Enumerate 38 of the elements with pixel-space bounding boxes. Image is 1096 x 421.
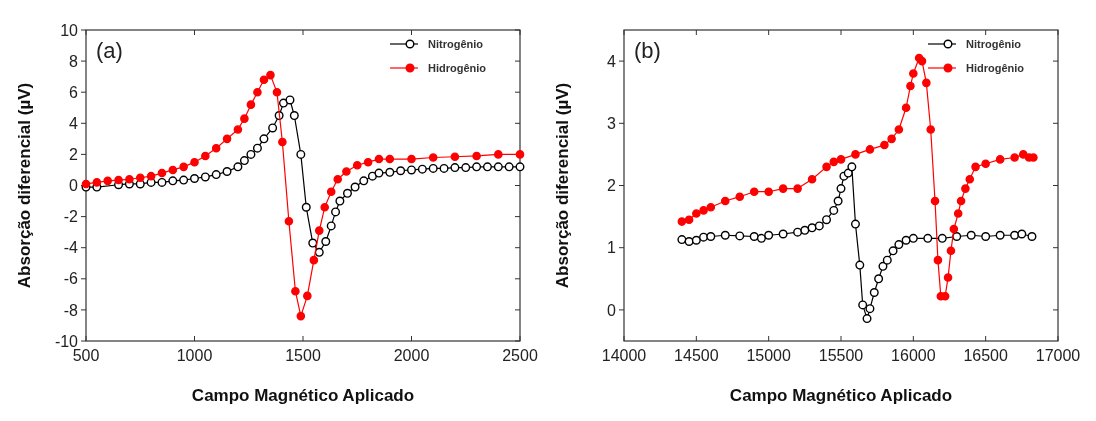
annotation: (b) [634, 38, 661, 63]
x-axis-title: Campo Magnético Aplicado [729, 386, 953, 405]
x-tick-label: 2000 [393, 347, 430, 364]
x-tick-label: 16000 [891, 347, 936, 364]
y-tick-label: 6 [69, 83, 79, 101]
y-tick-label: -4 [63, 239, 79, 257]
legend-label: Hidrogênio [428, 61, 487, 74]
x-tick-label: 15000 [746, 347, 792, 364]
y-axis-title: Absorção diferencial (µV) [15, 82, 34, 289]
y-tick-label: -8 [63, 301, 79, 319]
y-axis-title: Absorção diferencial (µV) [553, 82, 572, 289]
y-tick-label: 0 [607, 301, 617, 319]
x-tick-label: 17000 [1035, 347, 1081, 364]
y-tick-label: -2 [63, 208, 79, 226]
legend-label: Hidrogênio [966, 61, 1025, 74]
x-tick-label: 1500 [285, 347, 321, 364]
y-tick-label: 8 [69, 52, 79, 70]
x-tick-label: 500 [72, 347, 100, 364]
legend-label: Nitrogênio [966, 37, 1022, 50]
y-tick-label: 0 [69, 177, 79, 195]
y-tick-label: 1 [607, 239, 617, 257]
x-tick-label: 14000 [601, 347, 647, 364]
y-tick-label: 4 [69, 114, 79, 132]
y-tick-label: 10 [60, 21, 79, 39]
x-tick-label: 16500 [963, 347, 1009, 364]
x-tick-label: 2500 [502, 347, 538, 364]
y-tick-label: -6 [63, 270, 79, 288]
x-axis-title: Campo Magnético Aplicado [191, 386, 415, 405]
y-tick-label: -10 [54, 332, 79, 350]
annotation: (a) [96, 38, 123, 63]
x-tick-label: 15500 [818, 347, 864, 364]
y-tick-label: 2 [69, 146, 79, 163]
x-tick-label: 1000 [176, 347, 213, 364]
y-tick-label: 3 [607, 114, 617, 132]
y-tick-label: 4 [607, 52, 617, 70]
legend-label: Nitrogênio [428, 37, 484, 50]
x-tick-label: 14500 [674, 347, 719, 364]
y-tick-label: 2 [607, 177, 617, 195]
